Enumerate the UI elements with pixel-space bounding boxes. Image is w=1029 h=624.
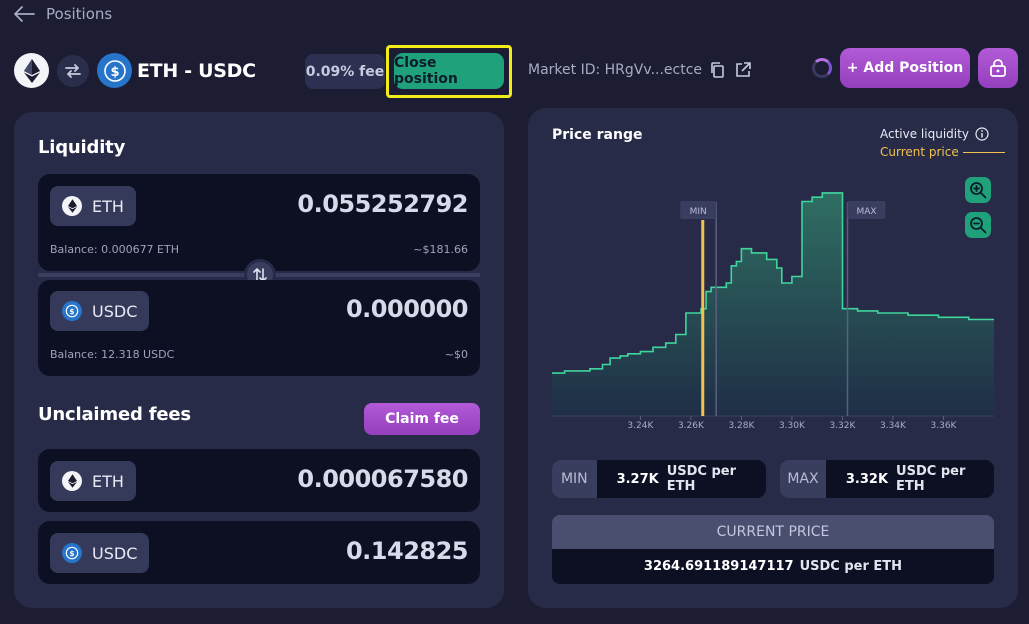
legend-current-price: Current price	[880, 145, 1005, 159]
lock-icon	[990, 59, 1006, 77]
min-handle-bg	[680, 201, 717, 219]
close-position-button[interactable]: Close position	[394, 53, 504, 89]
x-axis-ticks: 3.24K 3.26K 3.28K 3.30K 3.32K 3.34K 3.36K	[627, 416, 958, 431]
liquidity-usdc-box: $ USDC 0.000000 Balance: 12.318 USDC ~$0	[38, 280, 480, 376]
token-symbol: ETH	[92, 471, 124, 491]
min-price-unit: USDC per ETH	[666, 464, 737, 494]
back-label: Positions	[46, 5, 113, 23]
token-symbol: ETH	[92, 196, 124, 216]
min-tag-label: MIN	[690, 207, 707, 217]
token-selector-usdc[interactable]: $ USDC	[50, 291, 150, 331]
current-price-value: 3264.691189147117	[643, 559, 794, 574]
fee-eth-box: ETH 0.000067580	[38, 449, 480, 512]
market-id: Market ID: HRgVv...ectce	[528, 61, 752, 79]
liquidity-title: Liquidity	[38, 137, 126, 158]
max-price-unit: USDC per ETH	[896, 464, 966, 494]
svg-text:$: $	[110, 65, 119, 80]
add-position-button[interactable]: + Add Position	[840, 48, 970, 88]
price-range-title: Price range	[552, 127, 643, 143]
legend-active-liquidity: Active liquidity	[880, 127, 989, 141]
max-price-box[interactable]: MAX 3.32K USDC per ETH	[780, 460, 994, 498]
min-label: MIN	[552, 460, 597, 498]
fee-badge: 0.09% fee	[305, 54, 385, 89]
fee-token-eth: ETH	[50, 461, 136, 501]
fee-eth-amount: 0.000067580	[297, 465, 468, 493]
liquidity-chart[interactable]: MIN MAX 3.24K 3.26K 3.28K 3.30K 3.32K 3.34K 3.…	[552, 180, 994, 440]
x-tick-label: 3.26K	[678, 421, 705, 431]
max-price-value: 3.32K	[845, 471, 889, 487]
zoom-in-icon	[970, 182, 987, 199]
market-id-label: Market ID: HRgVv...ectce	[528, 62, 703, 78]
max-handle-bg	[847, 201, 886, 219]
eth-icon	[14, 53, 49, 88]
zoom-out-icon	[970, 217, 987, 234]
usdc-balance: Balance: 12.318 USDC	[50, 348, 175, 361]
copy-icon[interactable]	[709, 61, 727, 79]
lock-button[interactable]	[978, 48, 1018, 88]
swap-vertical-icon	[253, 268, 267, 282]
usdc-icon: $	[62, 543, 82, 563]
pair-name: ETH - USDC	[137, 59, 256, 82]
x-tick-label: 3.32K	[829, 421, 856, 431]
current-price-box: 3264.691189147117 USDC per ETH	[552, 549, 994, 584]
token-symbol: USDC	[92, 543, 138, 563]
eth-icon	[62, 471, 82, 491]
liquidity-eth-amount: 0.055252792	[297, 190, 468, 218]
liquidity-area	[552, 192, 994, 416]
liquidity-eth-box: ETH 0.055252792 Balance: 0.000677 ETH ~$…	[38, 174, 480, 271]
x-tick-label: 3.36K	[931, 421, 958, 431]
arrow-left-icon	[14, 6, 35, 22]
legend-active-label: Active liquidity	[880, 127, 969, 141]
eth-balance: Balance: 0.000677 ETH	[50, 243, 179, 256]
fee-token-usdc: $ USDC	[50, 533, 150, 573]
back-to-positions-link[interactable]: Positions	[12, 4, 112, 24]
legend-line	[962, 151, 1005, 153]
min-handle[interactable]: MIN	[680, 201, 717, 219]
x-tick-label: 3.30K	[779, 421, 806, 431]
svg-text:$: $	[69, 307, 74, 316]
x-tick-label: 3.24K	[627, 421, 654, 431]
x-tick-label: 3.34K	[880, 421, 907, 431]
legend-current-label: Current price	[880, 145, 959, 159]
usdc-icon: $	[62, 301, 82, 321]
swap-direction-icon[interactable]	[57, 54, 89, 87]
min-price-value: 3.27K	[616, 471, 659, 487]
token-selector-eth[interactable]: ETH	[50, 186, 136, 226]
usdc-icon: $	[97, 53, 132, 88]
liquidity-usdc-amount: 0.000000	[345, 295, 469, 323]
svg-text:$: $	[69, 549, 74, 558]
usdc-usd-value: ~$0	[444, 348, 468, 361]
zoom-out-button[interactable]	[965, 212, 991, 238]
liquidity-line	[552, 192, 994, 374]
loading-spinner-icon	[812, 58, 832, 78]
token-symbol: USDC	[92, 301, 138, 321]
unclaimed-fees-title: Unclaimed fees	[38, 404, 191, 425]
info-icon[interactable]	[975, 127, 989, 141]
claim-fee-button[interactable]: Claim fee	[364, 403, 480, 435]
max-label: MAX	[780, 460, 826, 498]
min-price-box[interactable]: MIN 3.27K USDC per ETH	[552, 460, 766, 498]
max-handle[interactable]: MAX	[847, 201, 886, 219]
zoom-in-button[interactable]	[965, 177, 991, 203]
current-price-unit: USDC per ETH	[799, 559, 903, 574]
fee-usdc-box: $ USDC 0.142825	[38, 521, 480, 584]
max-tag-label: MAX	[856, 207, 876, 217]
close-position-highlight	[386, 45, 512, 98]
current-price-header: CURRENT PRICE	[552, 515, 994, 549]
pair-header: $ ETH - USDC	[14, 53, 256, 88]
eth-icon	[62, 196, 82, 216]
eth-usd-value: ~$181.66	[413, 243, 468, 256]
x-tick-label: 3.28K	[728, 421, 755, 431]
external-link-icon[interactable]	[734, 61, 752, 79]
fee-usdc-amount: 0.142825	[345, 537, 469, 565]
